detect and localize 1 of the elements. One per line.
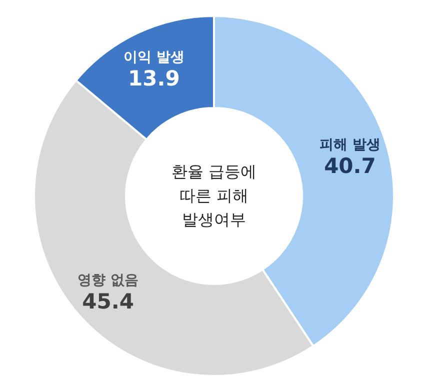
title: 환율 급등에 따른 피해 발생여부 [171,162,257,229]
